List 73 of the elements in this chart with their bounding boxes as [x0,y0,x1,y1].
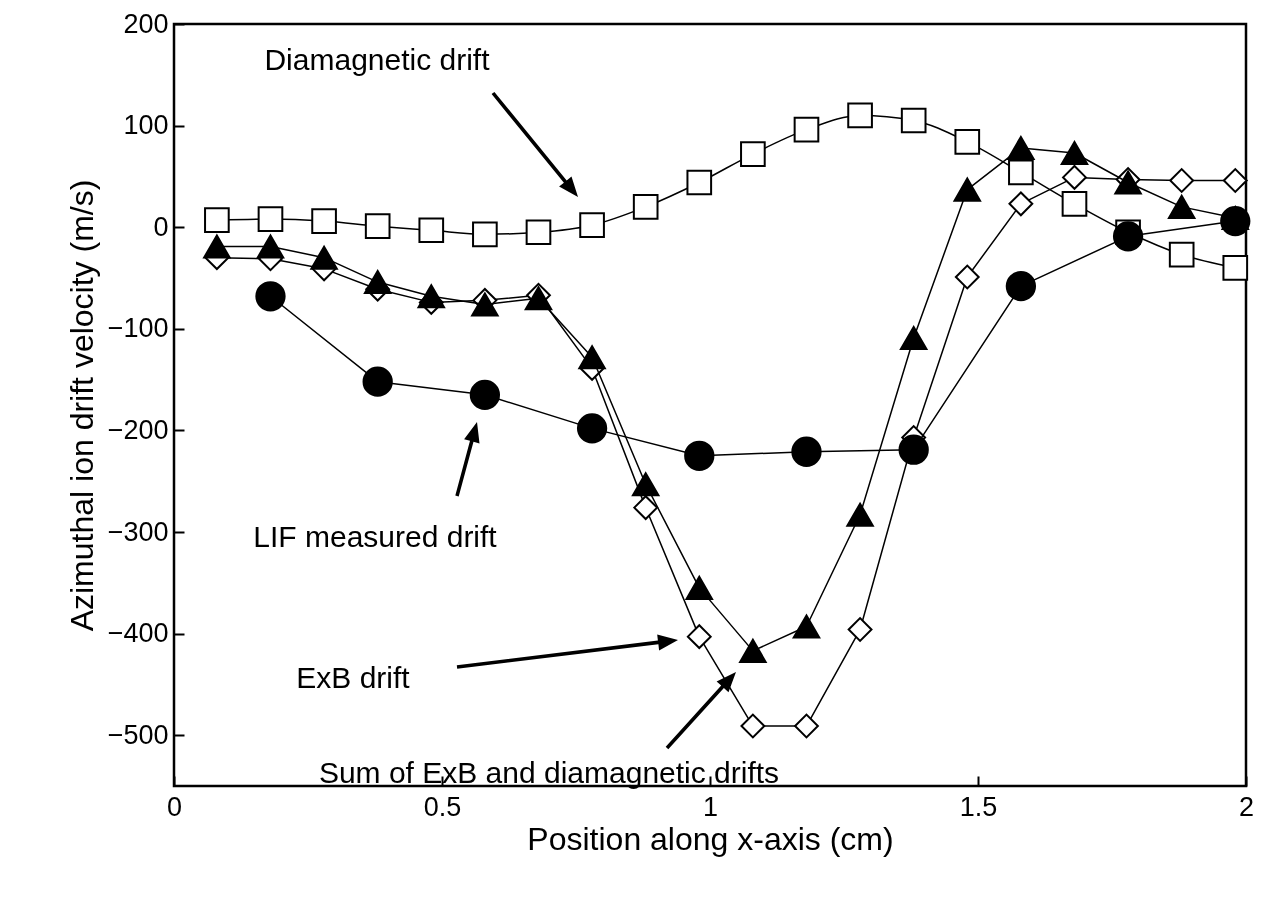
point [1060,140,1089,166]
point [1112,221,1144,252]
point [793,116,820,143]
point [684,440,715,471]
x-tick-label: 0.5 [423,791,462,822]
point [310,245,338,270]
point [898,434,929,465]
point [900,107,927,134]
y-tick-label: −200 [107,414,169,445]
point [740,713,766,739]
y-tick-label: −400 [107,618,169,649]
point [311,208,337,234]
y-tick-label: 100 [123,110,169,141]
point [954,129,981,155]
y-tick-label: −500 [107,719,169,750]
point [899,325,928,350]
point [418,217,445,244]
y-tick-label: 0 [153,211,169,242]
point [578,345,606,370]
annotation: Sum of ExB and diamagnetic drifts [318,756,780,789]
point [792,614,821,639]
point [1008,191,1034,217]
annotation: ExB drift [296,661,411,694]
point [203,234,231,259]
point [794,713,819,739]
point [257,206,284,232]
y-tick-label: −100 [107,313,169,344]
point [1008,159,1034,186]
point [256,234,285,259]
point [204,207,230,233]
point [417,284,446,309]
point [685,575,714,600]
point [953,177,982,202]
point [1062,165,1087,190]
point [472,221,498,248]
point [791,436,822,467]
point [1167,194,1196,219]
y-tick-label: 200 [123,8,169,39]
point [954,264,980,290]
point [1169,168,1195,193]
x-axis-title: Position along x-axis (cm) [527,820,894,857]
point [1061,191,1088,217]
point [846,502,874,527]
point [847,617,873,642]
point [632,194,659,220]
point [686,169,713,196]
point [633,495,659,521]
point [471,292,499,317]
point [579,212,605,238]
x-tick-label: 1.5 [959,791,998,822]
point [525,219,552,246]
point [1007,135,1035,160]
x-tick-label: 1 [702,791,719,822]
point [1222,168,1248,193]
y-axis-title: Azimuthal ion drift velocity (m/s) [63,179,100,632]
point [362,366,393,397]
point [1005,271,1037,302]
point [363,270,392,295]
annotation: LIF measured drift [253,520,498,553]
point [576,413,608,444]
point [847,102,873,129]
point [255,281,286,312]
point [1222,255,1249,281]
x-tick-label: 2 [1238,791,1255,822]
point [469,379,501,410]
point [686,624,712,650]
point [739,638,767,663]
point [364,213,391,240]
point [1168,241,1195,268]
y-tick-label: −300 [107,516,169,547]
point [740,141,766,167]
point [631,472,660,497]
annotation: Diamagnetic drift [264,43,491,76]
